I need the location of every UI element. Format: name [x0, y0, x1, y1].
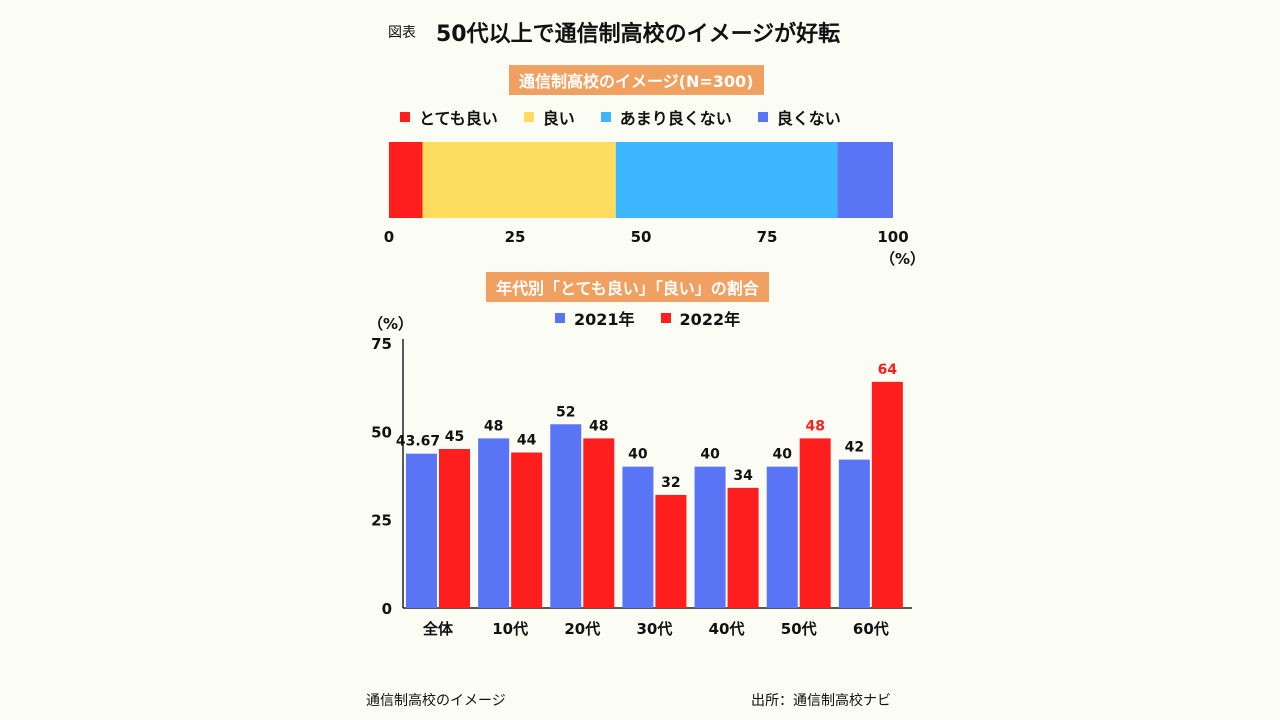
- bar-value-label: 34: [733, 468, 753, 484]
- stacked-bar-chart: 0 25 50 75 100: [384, 142, 909, 246]
- grouped-y-unit-label: （%）: [368, 315, 414, 333]
- legend-label-not-good: 良くない: [776, 109, 841, 128]
- stacked-x-tick-label: 50: [631, 228, 652, 246]
- bar-value-label: 45: [445, 429, 464, 445]
- y-tick-label: 25: [371, 512, 392, 530]
- bar-value-label: 64: [878, 362, 898, 378]
- bar-value-label: 40: [700, 447, 720, 463]
- stacked-unit-label: （%）: [880, 250, 926, 268]
- x-category-label: 20代: [564, 620, 600, 638]
- x-category-label: 40代: [709, 620, 745, 638]
- bar-value-label: 48: [484, 418, 503, 434]
- legend-swatch-2022: [660, 313, 671, 323]
- x-category-label: 全体: [422, 620, 454, 638]
- legend-swatch-not-very-good: [600, 112, 611, 122]
- bar-2021: [838, 459, 870, 608]
- legend-label-2022: 2022年: [679, 310, 741, 329]
- grouped-legend: 2021年 2022年: [555, 306, 766, 330]
- stacked-segment-good: [422, 142, 616, 218]
- figure-label: 図表: [388, 25, 416, 41]
- legend-item-very-good: とても良い: [400, 105, 498, 129]
- bar-value-label: 48: [805, 418, 824, 434]
- x-category-label: 60代: [853, 620, 889, 638]
- bar-value-label: 44: [517, 433, 537, 449]
- stacked-x-tick-label: 0: [384, 228, 394, 246]
- legend-label-not-very-good: あまり良くない: [619, 109, 732, 128]
- bar-value-label: 32: [661, 475, 680, 491]
- bar-2022: [439, 449, 470, 608]
- legend-item-not-very-good: あまり良くない: [600, 105, 732, 129]
- y-tick-label: 50: [371, 423, 392, 441]
- bar-2022: [799, 438, 831, 608]
- grouped-bar-chart: 0 25 50 75 43.67 45 全体 48 44 10代 52 48 20代 40 32 30代 40 3…: [371, 335, 912, 638]
- x-category-label: 10代: [492, 620, 528, 638]
- legend-swatch-good: [523, 112, 534, 122]
- y-tick-label: 0: [382, 600, 392, 618]
- grouped-chart-title: 年代別「とても良い」「良い」の割合: [486, 272, 769, 302]
- x-category-label: 50代: [781, 620, 817, 638]
- legend-label-good: 良い: [542, 109, 575, 128]
- legend-item-2022: 2022年: [660, 306, 741, 330]
- bar-2021: [406, 453, 437, 608]
- bar-2022: [583, 438, 615, 608]
- bar-value-label: 42: [845, 440, 864, 456]
- legend-swatch-2021: [555, 313, 565, 323]
- legend-label-2021: 2021年: [574, 310, 635, 329]
- y-tick-label: 75: [371, 335, 392, 353]
- bar-value-label: 43.67: [396, 434, 440, 450]
- legend-item-good: 良い: [523, 105, 575, 129]
- bar-2021: [766, 466, 798, 608]
- bar-2021: [694, 466, 726, 608]
- footer-source: 出所：通信制高校ナビ: [751, 693, 891, 709]
- stacked-segment-very-good: [389, 142, 423, 218]
- stacked-x-tick-label: 25: [505, 228, 526, 246]
- stacked-legend: とても良い 良い あまり良くない 良くない: [400, 105, 867, 129]
- bar-value-label: 40: [772, 447, 792, 463]
- bar-2022: [655, 494, 687, 608]
- stacked-chart-title: 通信制高校のイメージ(N=300): [509, 65, 764, 95]
- main-title: 50代以上で通信制高校のイメージが好転: [436, 22, 841, 47]
- bar-2021: [478, 438, 510, 608]
- bar-2021: [622, 466, 654, 608]
- legend-swatch-very-good: [400, 112, 410, 122]
- x-category-label: 30代: [636, 620, 672, 638]
- legend-swatch-not-good: [757, 112, 768, 122]
- bar-value-label: 52: [556, 404, 575, 420]
- bar-value-label: 40: [628, 447, 648, 463]
- footer-left: 通信制高校のイメージ: [366, 693, 506, 709]
- bar-value-label: 48: [589, 418, 608, 434]
- bar-2021: [550, 424, 582, 608]
- legend-item-not-good: 良くない: [757, 105, 841, 129]
- stacked-x-tick-label: 75: [757, 228, 778, 246]
- bar-2022: [511, 452, 543, 608]
- legend-label-very-good: とても良い: [419, 109, 498, 128]
- stacked-segment-not-good: [837, 142, 893, 218]
- stacked-segment-not-very-good: [615, 142, 838, 218]
- bar-2022: [727, 487, 759, 608]
- legend-item-2021: 2021年: [555, 306, 635, 330]
- bar-2022: [871, 381, 903, 608]
- stacked-x-tick-label: 100: [877, 228, 908, 246]
